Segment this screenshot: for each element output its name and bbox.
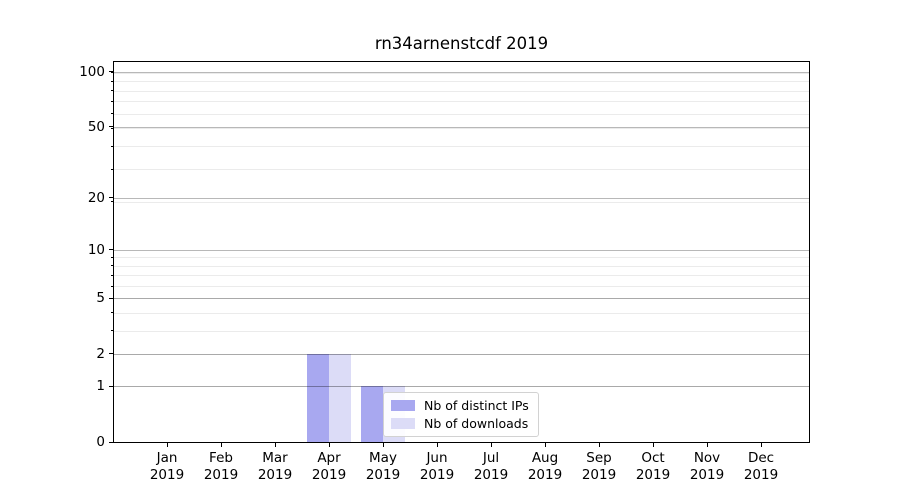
y-minor-tick-mark <box>111 265 113 267</box>
x-tick-mark <box>166 443 168 447</box>
x-tick-mark <box>598 443 600 447</box>
bar-nb-of-distinct-ips-may <box>361 386 383 442</box>
x-tick-month: Dec <box>747 450 775 466</box>
x-tick-label: Feb 2019 <box>193 450 249 483</box>
y-minor-tick-mark <box>111 256 113 258</box>
y-tick-label: 5 <box>96 290 105 307</box>
x-tick-mark <box>652 443 654 447</box>
x-tick-year: 2019 <box>149 466 185 483</box>
y-minor-tick-mark <box>111 72 113 74</box>
y-minor-tick-mark <box>111 312 113 314</box>
x-tick-year: 2019 <box>419 466 455 483</box>
legend-swatch <box>391 418 415 429</box>
legend-item: Nb of distinct IPs <box>391 398 529 413</box>
x-tick-mark <box>490 443 492 447</box>
x-tick-mark <box>436 443 438 447</box>
legend-item-label: Nb of distinct IPs <box>424 398 529 413</box>
x-tick-label: Oct 2019 <box>625 450 681 483</box>
y-minor-tick-mark <box>111 168 113 170</box>
bars-layer <box>114 62 809 442</box>
x-tick-month: Jul <box>482 450 500 466</box>
x-tick-month: Sep <box>586 450 612 466</box>
x-tick-year: 2019 <box>689 466 725 483</box>
x-tick-year: 2019 <box>365 466 401 483</box>
y-minor-tick-mark <box>111 201 113 203</box>
bar-nb-of-downloads-apr <box>329 353 351 442</box>
x-tick-month: Apr <box>317 450 341 466</box>
x-tick-month: Oct <box>641 450 665 466</box>
y-minor-tick-mark <box>111 100 113 102</box>
y-tick-label: 2 <box>96 345 105 362</box>
x-tick-month: Mar <box>262 450 288 466</box>
x-tick-mark <box>760 443 762 447</box>
x-tick-month: Aug <box>531 450 559 466</box>
x-tick-month: Jan <box>156 450 178 466</box>
x-tick-label: Aug 2019 <box>517 450 573 483</box>
x-tick-month: Jun <box>426 450 448 466</box>
x-tick-label: May 2019 <box>355 450 411 483</box>
x-tick-label: Apr 2019 <box>301 450 357 483</box>
y-tick-mark <box>109 126 113 128</box>
y-minor-tick-mark <box>111 330 113 332</box>
y-minor-tick-mark <box>111 285 113 287</box>
y-minor-tick-mark <box>111 113 113 115</box>
y-tick-mark <box>109 441 113 443</box>
y-minor-tick-mark <box>111 80 113 82</box>
x-tick-year: 2019 <box>635 466 671 483</box>
y-tick-label: 0 <box>96 434 105 450</box>
x-tick-month: Feb <box>209 450 233 466</box>
x-tick-mark <box>544 443 546 447</box>
x-tick-year: 2019 <box>311 466 347 483</box>
y-minor-tick-mark <box>111 385 113 387</box>
y-tick-label: 1 <box>96 378 105 395</box>
y-tick-label: 10 <box>87 241 105 258</box>
x-tick-year: 2019 <box>203 466 239 483</box>
bar-nb-of-distinct-ips-apr <box>307 353 329 442</box>
y-minor-tick-mark <box>111 274 113 276</box>
x-tick-label: Mar 2019 <box>247 450 303 483</box>
y-tick-label: 100 <box>79 63 105 80</box>
x-tick-month: Nov <box>693 450 721 466</box>
x-tick-mark <box>328 443 330 447</box>
y-minor-tick-mark <box>111 353 113 355</box>
plot-area: Nb of distinct IPs Nb of downloads <box>113 61 810 443</box>
x-tick-label: Sep 2019 <box>571 450 627 483</box>
y-tick-label: 20 <box>87 189 105 206</box>
x-tick-month: May <box>369 450 397 466</box>
y-minor-tick-mark <box>111 297 113 299</box>
legend-swatch <box>391 400 415 411</box>
x-tick-year: 2019 <box>527 466 563 483</box>
x-tick-year: 2019 <box>257 466 293 483</box>
x-tick-label: Nov 2019 <box>679 450 735 483</box>
x-tick-year: 2019 <box>581 466 617 483</box>
legend-item-label: Nb of downloads <box>424 416 529 431</box>
x-tick-mark <box>220 443 222 447</box>
y-tick-label: 50 <box>87 118 105 135</box>
y-minor-tick-mark <box>111 90 113 92</box>
x-tick-label: Jan 2019 <box>139 450 195 483</box>
x-tick-label: Dec 2019 <box>733 450 789 483</box>
y-tick-mark <box>109 71 113 73</box>
x-tick-label: Jun 2019 <box>409 450 465 483</box>
y-tick-mark <box>109 249 113 251</box>
x-tick-mark <box>706 443 708 447</box>
chart-title: rn34arnenstcdf 2019 <box>374 34 549 53</box>
y-tick-mark <box>109 197 113 199</box>
x-tick-year: 2019 <box>473 466 509 483</box>
x-tick-year: 2019 <box>743 466 779 483</box>
x-tick-mark <box>274 443 276 447</box>
x-tick-mark <box>382 443 384 447</box>
x-tick-label: Jul 2019 <box>463 450 519 483</box>
y-minor-tick-mark <box>111 127 113 129</box>
legend-item: Nb of downloads <box>391 416 529 431</box>
legend: Nb of distinct IPs Nb of downloads <box>383 392 539 437</box>
y-minor-tick-mark <box>111 145 113 147</box>
